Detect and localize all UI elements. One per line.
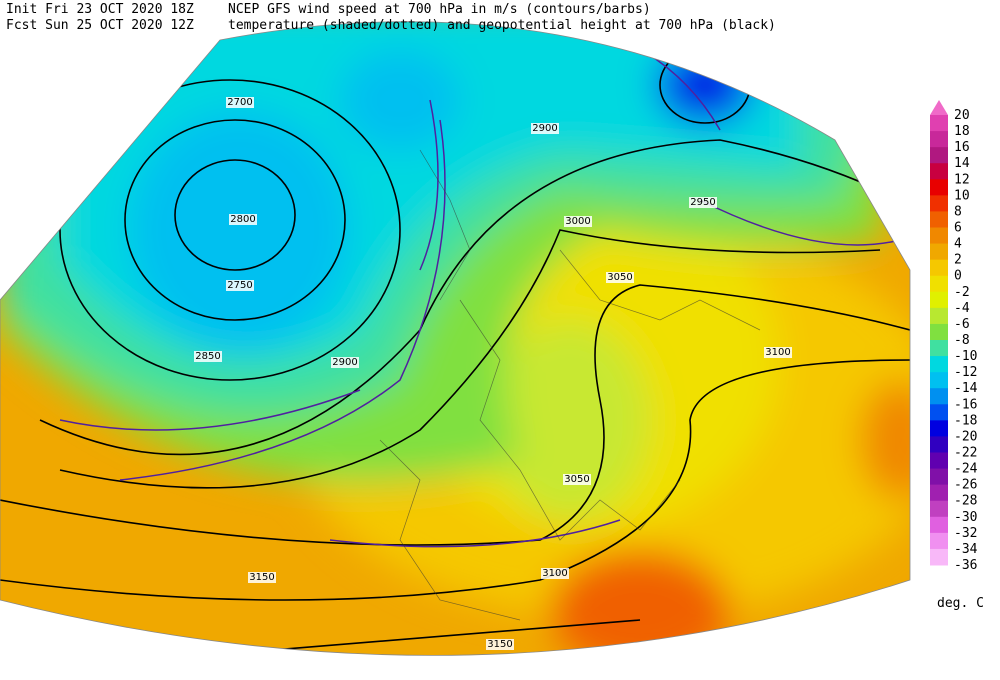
label-box — [229, 214, 257, 225]
colorbar-label: -14 — [954, 381, 978, 396]
colorbar-band — [930, 275, 948, 293]
label-box — [486, 639, 514, 650]
colorbar-label: -4 — [954, 301, 970, 316]
colorbar-band — [930, 227, 948, 245]
title-line-2: temperature (shaded/dotted) and geopoten… — [228, 18, 776, 33]
colorbar-band — [930, 243, 948, 261]
contour-label: 3150 — [249, 572, 274, 583]
colorbar-band — [930, 388, 948, 405]
map-field — [0, 21, 910, 656]
colorbar-label: 18 — [954, 124, 970, 139]
colorbar-label: -36 — [954, 558, 977, 573]
contour-label: 2800 — [230, 214, 255, 225]
colorbar-label: -34 — [954, 542, 978, 557]
colorbar-band — [930, 307, 948, 325]
map-labels: 2700 2800 2750 2850 2900 2950 3000 3050 3100 3150… — [194, 97, 792, 650]
colorbar-label: -16 — [954, 397, 977, 412]
colorbar-band — [930, 147, 948, 164]
label-box — [764, 347, 792, 358]
colorbar-label: -26 — [954, 478, 977, 493]
colorbar-arrow — [930, 100, 948, 115]
contour-label: 2700 — [227, 97, 252, 108]
init-time: Init Fri 23 OCT 2020 18Z — [6, 2, 194, 17]
contour-label: 2900 — [332, 357, 357, 368]
forecast-time: Fcst Sun 25 OCT 2020 12Z — [6, 18, 194, 33]
colorbar-label: 20 — [954, 108, 970, 123]
colorbar-label: 16 — [954, 140, 970, 155]
colorbar-band — [930, 468, 948, 486]
colorbar-unit: deg. C — [937, 596, 984, 611]
colorbar-band — [930, 500, 948, 518]
colorbar-band — [930, 259, 948, 277]
colorbar-label: -8 — [954, 333, 970, 348]
label-box — [226, 280, 254, 291]
colorbar-label: -12 — [954, 365, 977, 380]
label-box — [541, 568, 569, 579]
label-box — [606, 272, 634, 283]
colorbar-band — [930, 179, 948, 196]
colorbar-band — [930, 420, 948, 437]
contour-label: 3150 — [487, 639, 512, 650]
label-box — [248, 572, 276, 583]
colorbar-label: 2 — [954, 253, 962, 268]
colorbar-label: -20 — [954, 429, 977, 444]
colorbar-label: -30 — [954, 510, 977, 525]
colorbar-band — [930, 163, 948, 180]
label-box — [564, 216, 592, 227]
colorbar-label: -10 — [954, 349, 977, 364]
label-box — [226, 97, 254, 108]
contour-label: 3100 — [542, 568, 567, 579]
colorbar-band — [930, 548, 948, 566]
colorbar-label: -22 — [954, 446, 977, 461]
colorbar-band — [930, 452, 948, 470]
colorbar-band — [930, 436, 948, 453]
colorbar-label: 12 — [954, 172, 970, 187]
colorbar-band — [930, 372, 948, 389]
colorbar-label: -32 — [954, 526, 977, 541]
map-border — [0, 21, 911, 656]
label-box — [194, 351, 222, 362]
contour-label: 3100 — [765, 347, 790, 358]
colorbar-label: -6 — [954, 317, 970, 332]
label-box — [531, 123, 559, 134]
colorbar-band — [930, 131, 948, 148]
colorbar-band — [930, 340, 948, 357]
label-box — [689, 197, 717, 208]
colorbar-band — [930, 356, 948, 373]
contour-label: 2950 — [690, 197, 715, 208]
colorbar-label: 6 — [954, 221, 962, 236]
label-box — [331, 357, 359, 368]
colorbar-band — [930, 323, 948, 341]
contour-label: 3000 — [565, 216, 590, 227]
title-line-1: NCEP GFS wind speed at 700 hPa in m/s (c… — [228, 2, 651, 17]
contour-label: 2850 — [195, 351, 220, 362]
colorbar-label: 14 — [954, 156, 970, 171]
contour-label: 3050 — [564, 474, 589, 485]
colorbar-label: -18 — [954, 413, 977, 428]
colorbar-label: 8 — [954, 204, 962, 219]
contour-label: 2900 — [532, 123, 557, 134]
colorbar-label: 10 — [954, 188, 970, 203]
colorbar-band — [930, 532, 948, 550]
colorbar-label: -28 — [954, 494, 977, 509]
colorbar-label: -2 — [954, 285, 970, 300]
contour-label: 3050 — [607, 272, 632, 283]
colorbar-band — [930, 211, 948, 228]
colorbar-band — [930, 484, 948, 502]
colorbar-label: 4 — [954, 237, 962, 252]
colorbar-band — [930, 291, 948, 309]
colorbar: 20181614121086420-2-4-6-8-10-12-14-16-18… — [930, 100, 978, 573]
colorbar-band — [930, 516, 948, 534]
colorbar-label: -24 — [954, 462, 978, 477]
colorbar-band — [930, 195, 948, 212]
colorbar-label: 0 — [954, 269, 962, 284]
colorbar-band — [930, 404, 948, 421]
contour-label: 2750 — [227, 280, 252, 291]
label-box — [563, 474, 591, 485]
colorbar-band — [930, 115, 948, 132]
